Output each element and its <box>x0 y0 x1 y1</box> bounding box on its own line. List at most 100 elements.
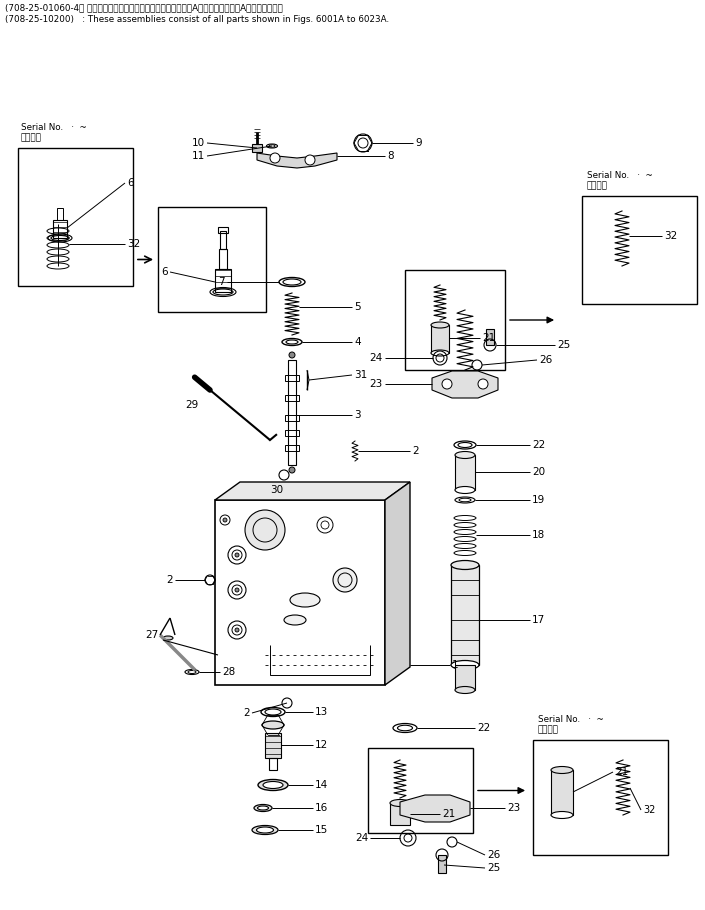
Text: 20: 20 <box>532 467 545 477</box>
Text: 27: 27 <box>145 630 158 640</box>
Text: 30: 30 <box>271 485 283 495</box>
Bar <box>451 565 479 665</box>
Ellipse shape <box>257 827 274 833</box>
Bar <box>219 249 227 269</box>
Text: 9: 9 <box>415 138 422 148</box>
Circle shape <box>305 155 315 165</box>
Circle shape <box>289 352 295 358</box>
Text: 15: 15 <box>315 825 329 835</box>
Text: 23: 23 <box>369 379 383 389</box>
Ellipse shape <box>269 145 275 147</box>
Circle shape <box>245 510 285 550</box>
Text: 5: 5 <box>354 302 361 312</box>
Text: 29: 29 <box>185 400 199 410</box>
Bar <box>220 231 226 249</box>
Bar <box>57 208 63 220</box>
Text: 23: 23 <box>507 803 520 813</box>
Bar <box>269 758 277 770</box>
Text: 21: 21 <box>615 767 628 777</box>
Text: 32: 32 <box>127 239 140 249</box>
Text: 22: 22 <box>532 440 545 450</box>
Text: 26: 26 <box>487 850 501 860</box>
Text: 適用号機: 適用号機 <box>587 181 608 190</box>
Ellipse shape <box>213 289 233 295</box>
Circle shape <box>235 588 239 592</box>
Text: (708-25-10200)   : These assemblies consist of all parts shown in Figs. 6001A to: (708-25-10200) : These assemblies consis… <box>5 15 389 25</box>
Bar <box>455 665 475 690</box>
Polygon shape <box>400 795 470 822</box>
Ellipse shape <box>551 812 573 818</box>
Text: 3: 3 <box>354 410 361 420</box>
Ellipse shape <box>431 322 449 328</box>
Bar <box>285 430 299 436</box>
Bar <box>158 207 266 312</box>
Ellipse shape <box>286 340 298 344</box>
Circle shape <box>235 628 239 632</box>
Text: 16: 16 <box>315 803 329 813</box>
Text: 13: 13 <box>315 707 329 717</box>
Ellipse shape <box>252 825 278 834</box>
Ellipse shape <box>459 499 471 501</box>
Ellipse shape <box>188 671 196 673</box>
Text: 26: 26 <box>539 355 552 365</box>
Text: 適用号機: 適用号機 <box>21 134 42 143</box>
Ellipse shape <box>51 236 69 240</box>
Bar <box>368 748 473 833</box>
Circle shape <box>223 518 227 522</box>
Text: 19: 19 <box>532 495 545 505</box>
Text: 25: 25 <box>557 340 570 350</box>
Text: 8: 8 <box>387 151 393 161</box>
Ellipse shape <box>551 766 573 774</box>
Polygon shape <box>215 482 410 500</box>
Bar <box>285 415 299 421</box>
Ellipse shape <box>284 615 306 625</box>
Text: 2: 2 <box>166 575 173 585</box>
Circle shape <box>442 379 452 389</box>
Bar <box>438 855 446 873</box>
Ellipse shape <box>265 709 281 715</box>
Circle shape <box>270 153 280 163</box>
Bar <box>218 227 228 233</box>
Bar <box>215 269 231 292</box>
Ellipse shape <box>254 804 272 812</box>
Bar <box>18 148 133 286</box>
Text: 21: 21 <box>442 809 455 819</box>
Bar <box>405 270 505 370</box>
Ellipse shape <box>398 725 412 731</box>
Text: Serial No.   ·  ~: Serial No. · ~ <box>21 123 87 132</box>
Ellipse shape <box>390 800 410 806</box>
Text: 2: 2 <box>243 708 250 718</box>
Ellipse shape <box>290 593 320 607</box>
Ellipse shape <box>455 451 475 459</box>
Circle shape <box>235 553 239 557</box>
Ellipse shape <box>451 561 479 570</box>
Bar <box>285 395 299 401</box>
Text: 6: 6 <box>127 178 134 188</box>
Text: 24: 24 <box>369 353 383 363</box>
Ellipse shape <box>262 721 284 729</box>
Ellipse shape <box>458 442 472 448</box>
Ellipse shape <box>163 636 173 640</box>
Ellipse shape <box>257 806 269 810</box>
Text: Serial No.   ·  ~: Serial No. · ~ <box>538 714 604 723</box>
Text: 18: 18 <box>532 530 545 540</box>
Text: Serial No.   ·  ~: Serial No. · ~ <box>587 170 653 179</box>
Ellipse shape <box>451 661 479 670</box>
Ellipse shape <box>455 487 475 493</box>
Text: 11: 11 <box>192 151 205 161</box>
Bar <box>285 445 299 451</box>
Text: 21: 21 <box>482 333 495 343</box>
Text: 32: 32 <box>643 805 656 815</box>
Bar <box>486 329 494 345</box>
Polygon shape <box>385 482 410 685</box>
Ellipse shape <box>263 782 283 788</box>
Ellipse shape <box>431 350 449 356</box>
Text: 1: 1 <box>452 660 459 670</box>
Text: 14: 14 <box>315 780 329 790</box>
Text: 28: 28 <box>222 667 235 677</box>
Bar <box>455 455 475 490</box>
Bar <box>53 220 67 238</box>
Text: 7: 7 <box>219 277 225 287</box>
Text: 32: 32 <box>664 231 678 241</box>
Text: 22: 22 <box>477 723 490 733</box>
